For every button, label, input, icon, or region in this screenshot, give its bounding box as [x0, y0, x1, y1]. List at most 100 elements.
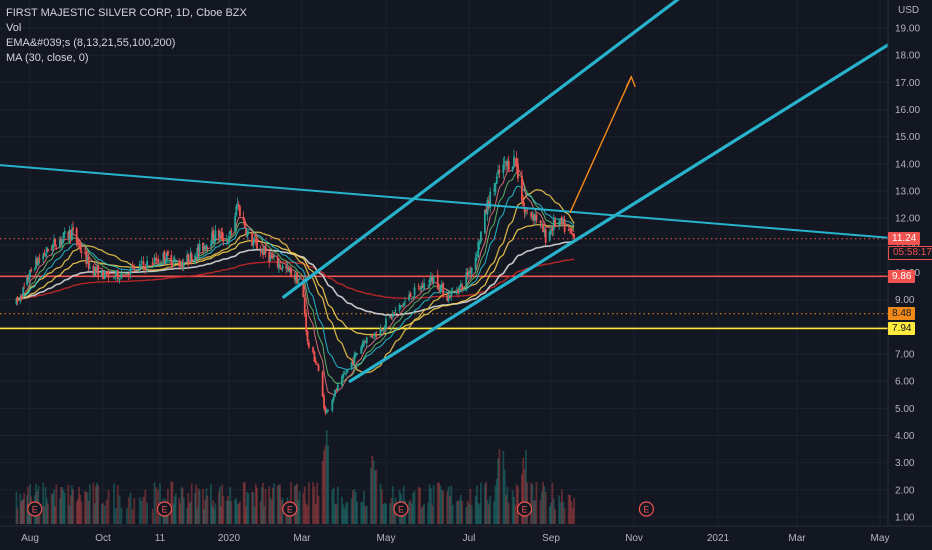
price-tick-label: 18.00 [895, 51, 920, 62]
candle [253, 235, 256, 243]
candle-body [334, 389, 336, 397]
candle-body [196, 248, 199, 259]
volume-bar [391, 486, 394, 524]
candle-body [55, 248, 58, 250]
candle [131, 261, 134, 270]
candle [380, 327, 383, 332]
candle [497, 164, 499, 178]
candle [178, 257, 181, 270]
earnings-marker-circle [393, 501, 409, 517]
candle-body [458, 285, 461, 292]
candle [225, 234, 228, 246]
candle-body [345, 372, 347, 374]
candle-body [539, 220, 542, 224]
candle [466, 268, 469, 280]
earnings-marker: E [516, 501, 533, 517]
volume-bar [205, 488, 208, 524]
candle-body [277, 263, 280, 269]
volume-bar [511, 490, 514, 524]
candle [96, 261, 98, 274]
candle [316, 362, 319, 366]
volume-bar [114, 508, 117, 524]
price-tick-label: 16.00 [895, 105, 920, 116]
earnings-marker-circle [27, 501, 43, 517]
candle [107, 269, 110, 283]
candle-body [563, 219, 566, 232]
candle [486, 197, 489, 222]
candle-body [221, 231, 224, 240]
volume-bar [523, 469, 526, 524]
candle [186, 250, 189, 264]
volume-bar [335, 504, 338, 524]
candle [127, 272, 130, 281]
volume-bar [107, 489, 110, 524]
volume-bar [133, 498, 136, 524]
candle-body [30, 269, 33, 272]
candle [16, 295, 19, 306]
candle [205, 243, 208, 254]
volume-bar [146, 502, 149, 524]
volume-bar [197, 488, 200, 524]
volume-bar [92, 482, 95, 524]
candle-body [420, 286, 423, 290]
candle-body [245, 229, 247, 235]
candle [297, 278, 300, 285]
candle [179, 259, 182, 267]
candle-body [307, 342, 310, 348]
candle-body [186, 255, 189, 263]
candle-body [87, 257, 90, 269]
ma-indicator-label[interactable]: MA (30, close, 0) [6, 52, 89, 64]
candle [439, 284, 442, 294]
volume-bar [440, 490, 443, 524]
candle [410, 298, 413, 302]
candle [343, 370, 346, 375]
candle [290, 266, 292, 278]
candle-body [372, 337, 375, 339]
candle [237, 200, 240, 212]
volume-bar [118, 495, 121, 524]
candle [515, 150, 518, 173]
candle-body [423, 283, 425, 290]
candle-body [535, 214, 538, 221]
volume-bar [331, 489, 334, 524]
volume-bar [420, 508, 423, 524]
earnings-marker: E [393, 501, 409, 517]
volume-bar [234, 499, 236, 524]
candle [503, 156, 506, 170]
volume-bar [47, 503, 49, 524]
ema-indicator-label[interactable]: EMA&#039;s (8,13,21,55,100,200) [6, 37, 176, 49]
candle-body [316, 363, 319, 366]
volume-bar [423, 503, 425, 524]
volume-bar [412, 492, 415, 524]
candle-body [497, 170, 499, 175]
candle [280, 267, 283, 271]
volume-bar [53, 489, 55, 524]
candle-body [470, 267, 473, 274]
candle [285, 260, 288, 274]
candle-body [498, 169, 501, 173]
volume-bar [86, 492, 89, 524]
candle [20, 294, 23, 302]
volume-bar [552, 498, 555, 524]
candle-body [281, 265, 284, 269]
candle [256, 234, 258, 249]
time-tick-label: Sep [542, 533, 560, 544]
candle-body [552, 219, 555, 231]
symbol-title[interactable]: FIRST MAJESTIC SILVER CORP, 1D, Cboe BZX [6, 7, 247, 19]
volume-bar [247, 493, 250, 524]
candle [511, 166, 514, 173]
candle-body [321, 371, 324, 397]
volume-bar [19, 493, 22, 524]
currency-label[interactable]: USD [898, 5, 920, 16]
candle-body [54, 238, 57, 247]
candle [180, 260, 183, 270]
volume-indicator-label[interactable]: Vol [6, 22, 22, 34]
earnings-marker: E [156, 501, 173, 517]
volume-bar [530, 482, 533, 524]
candle-body [404, 300, 406, 302]
candle-body [86, 257, 89, 263]
volume-bar [465, 506, 468, 524]
volume-bar [356, 501, 358, 524]
candle-body [67, 232, 70, 238]
